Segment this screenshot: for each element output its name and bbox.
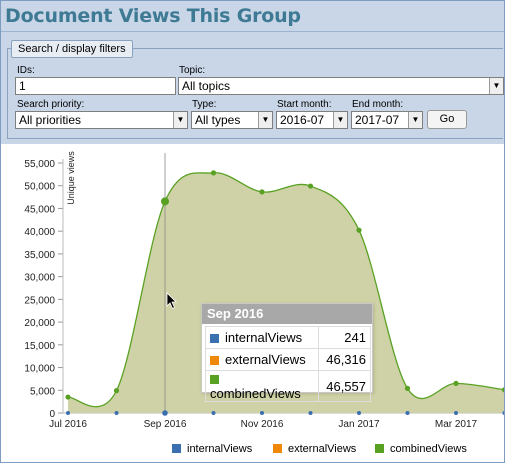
chevron-down-icon[interactable]: ▼ (489, 78, 503, 94)
internal-point (114, 411, 119, 415)
internal-point (260, 411, 264, 415)
filters-legend[interactable]: Search / display filters (11, 40, 133, 58)
end-month-label: End month: (352, 99, 404, 110)
x-tick-label: Mar 2017 (435, 419, 478, 430)
internal-point (405, 411, 410, 415)
combined-point (161, 197, 169, 206)
chart-area[interactable]: 0 5,000 10,000 15,000 20,000 25,000 30,000 35,0… (1, 144, 505, 462)
internal-point (357, 411, 361, 415)
combined-point (404, 385, 411, 392)
x-tick-label: Jul 2016 (49, 419, 87, 430)
y-tick-label: 10,000 (24, 364, 55, 375)
priority-select[interactable]: All priorities ▼ (15, 111, 188, 129)
end-month-value: 2017-07 (355, 113, 400, 127)
legend-swatch (375, 444, 384, 453)
y-tick-label: 20,000 (24, 318, 55, 329)
y-tick-label: 5,000 (30, 386, 55, 397)
ids-label: IDs: (17, 65, 35, 76)
y-tick-label: 40,000 (24, 227, 55, 238)
y-tick-label: 15,000 (24, 341, 55, 352)
start-month-value: 2016-07 (280, 113, 325, 127)
filters-panel: Search / display filters IDs: 1 Topic: A… (1, 32, 504, 144)
combined-point (210, 170, 217, 176)
legend-item-external[interactable]: externalViews (273, 442, 356, 456)
start-month-label: Start month: (277, 99, 332, 110)
y-tick-label: 35,000 (24, 250, 55, 261)
internal-point (308, 411, 313, 415)
header: Document Views This Group (1, 1, 504, 32)
chart-tooltip: Sep 2016 internalViews 241 externalViews… (201, 303, 373, 402)
legend-label: externalViews (288, 443, 357, 455)
legend-label: combinedViews (390, 443, 467, 455)
go-button[interactable]: Go (427, 110, 467, 129)
start-month-select[interactable]: 2016-07 ▼ (276, 111, 348, 129)
combined-area (68, 172, 505, 413)
y-tick-label: 25,000 (24, 295, 55, 306)
chevron-down-icon[interactable]: ▼ (408, 112, 422, 128)
internal-point (162, 410, 168, 416)
end-month-select[interactable]: 2017-07 ▼ (351, 111, 423, 129)
area-chart[interactable]: 0 5,000 10,000 15,000 20,000 25,000 30,000 35,0… (1, 144, 505, 462)
internal-point (211, 411, 216, 415)
x-tick-label: Sep 2016 (144, 419, 187, 430)
type-select-value: All types (195, 113, 241, 127)
y-tick-label: 55,000 (24, 159, 55, 170)
combined-point (113, 388, 120, 394)
priority-select-value: All priorities (19, 113, 82, 127)
y-tick-label: 0 (49, 409, 55, 420)
topic-label: Topic: (179, 65, 206, 76)
page-title: Document Views This Group (5, 5, 301, 27)
combined-point (259, 189, 265, 195)
legend-item-internal[interactable]: internalViews (172, 442, 252, 456)
topic-select-value: All topics (182, 79, 231, 93)
tooltip-series-name: combinedViews (210, 386, 301, 401)
y-axis-label: Unique views (66, 151, 76, 205)
y-tick-label: 50,000 (24, 182, 55, 193)
x-tick-label: Nov 2016 (241, 419, 284, 430)
tooltip-row: internalViews 241 (205, 326, 371, 349)
combined-point (453, 380, 459, 387)
tooltip-series-name: externalViews (225, 352, 306, 367)
topic-select[interactable]: All topics ▼ (178, 77, 504, 95)
chevron-down-icon[interactable]: ▼ (333, 112, 347, 128)
combined-point (356, 227, 362, 233)
tooltip-title: Sep 2016 (202, 304, 372, 324)
chevron-down-icon[interactable]: ▼ (173, 112, 187, 128)
external-swatch (210, 356, 219, 365)
combined-point (65, 394, 71, 400)
combined-point (307, 183, 314, 189)
internal-point (454, 411, 458, 415)
y-tick-label: 45,000 (24, 204, 55, 215)
filters-fieldset (7, 48, 503, 139)
combined-swatch (210, 375, 219, 384)
tooltip-row: combinedViews 46,557 (205, 370, 371, 402)
mouse-pointer-icon (166, 292, 177, 310)
tooltip-value: 46,557 (318, 370, 371, 402)
combined-line (67, 172, 505, 408)
priority-label: Search priority: (17, 99, 85, 110)
legend-label: internalViews (187, 443, 253, 455)
tooltip-value: 46,316 (318, 348, 371, 371)
ids-input[interactable]: 1 (15, 77, 176, 95)
y-tick-label: 30,000 (24, 273, 55, 284)
tooltip-row: externalViews 46,316 (205, 348, 371, 371)
tooltip-value: 241 (318, 326, 371, 349)
tooltip-series-name: internalViews (225, 330, 303, 345)
x-tick-label: Jan 2017 (338, 419, 380, 430)
type-label: Type: (192, 99, 217, 110)
legend-swatch (172, 444, 181, 453)
type-select[interactable]: All types ▼ (191, 111, 273, 129)
tooltip-table: internalViews 241 externalViews 46,316 c… (205, 326, 371, 402)
internal-point (66, 411, 70, 415)
legend-item-combined[interactable]: combinedViews (375, 442, 467, 456)
legend-swatch (273, 444, 282, 453)
chevron-down-icon[interactable]: ▼ (258, 112, 272, 128)
internal-swatch (210, 334, 219, 343)
